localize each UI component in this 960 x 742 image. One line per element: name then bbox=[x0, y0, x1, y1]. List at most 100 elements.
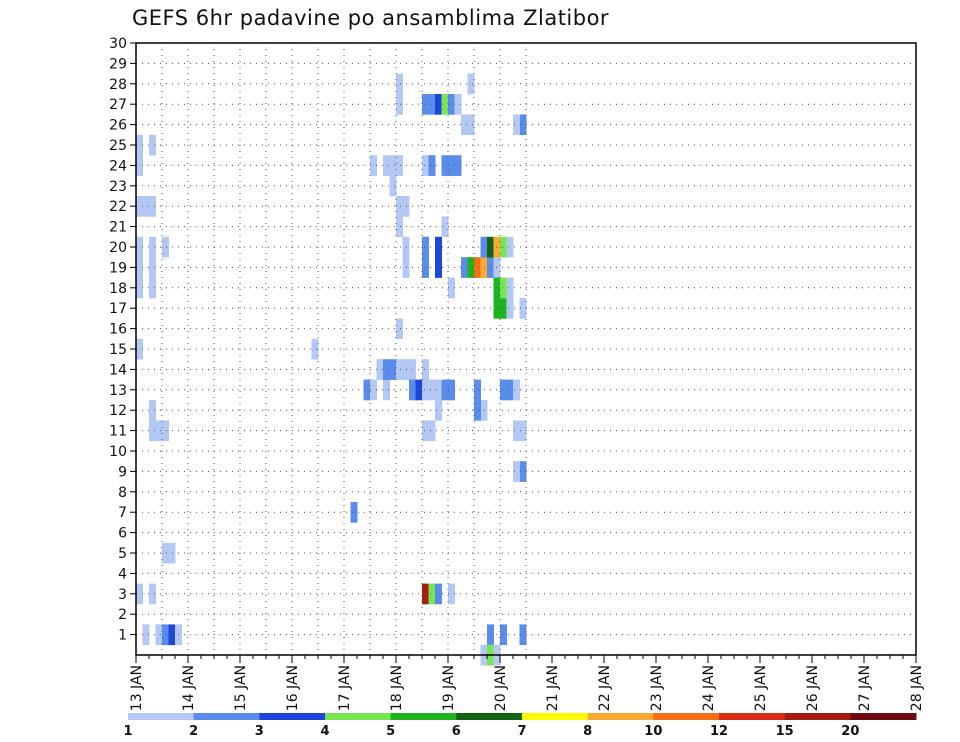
colorbar-label: 10 bbox=[644, 724, 662, 739]
y-tick-label: 7 bbox=[118, 505, 127, 521]
heatmap-cell bbox=[142, 624, 150, 646]
y-tick-label: 22 bbox=[109, 199, 127, 215]
heatmap-cell bbox=[383, 379, 390, 401]
x-tick-label: 16 JAN bbox=[285, 665, 301, 711]
heatmap-cell bbox=[448, 277, 455, 299]
heatmap-cell bbox=[396, 94, 403, 115]
heatmap-cell bbox=[136, 257, 143, 278]
heatmap-cell bbox=[149, 196, 156, 217]
heatmap-cell bbox=[441, 155, 449, 176]
y-tick-label: 14 bbox=[109, 362, 127, 378]
heatmap-cell bbox=[448, 155, 455, 176]
heatmap-cell bbox=[389, 175, 397, 197]
heatmap-cell bbox=[435, 583, 442, 605]
colorbar-label: 7 bbox=[517, 724, 526, 739]
heatmap-cell bbox=[422, 379, 429, 401]
heatmap-cell bbox=[136, 277, 143, 299]
heatmap-cell bbox=[396, 216, 403, 238]
heatmap-cell bbox=[370, 379, 377, 401]
heatmap-cell bbox=[500, 624, 507, 646]
heatmap-cell bbox=[467, 114, 475, 136]
y-tick-label: 1 bbox=[118, 628, 127, 644]
x-tick-label: 19 JAN bbox=[441, 665, 457, 711]
y-tick-label: 19 bbox=[109, 260, 127, 276]
colorbar-swatch bbox=[456, 713, 523, 720]
heatmap-cell bbox=[454, 94, 462, 115]
x-tick-label: 14 JAN bbox=[181, 665, 197, 711]
colorbar-swatch bbox=[784, 713, 851, 720]
heatmap-cell bbox=[155, 624, 163, 646]
heatmap-cell bbox=[422, 583, 429, 605]
gridlines bbox=[136, 43, 916, 655]
colorbar-swatch bbox=[719, 713, 786, 720]
heatmap-cell bbox=[149, 134, 156, 156]
heatmap-cell bbox=[155, 420, 163, 442]
x-tick-label: 26 JAN bbox=[805, 665, 821, 711]
heatmap-cell bbox=[422, 236, 429, 258]
heatmap-cell bbox=[350, 502, 358, 523]
y-tick-label: 26 bbox=[109, 118, 127, 134]
colorbar-swatch bbox=[193, 713, 260, 720]
heatmap-cell bbox=[519, 114, 527, 136]
y-tick-label: 17 bbox=[109, 301, 127, 317]
y-tick-label: 23 bbox=[109, 179, 127, 195]
heatmap-cell bbox=[428, 420, 436, 442]
x-tick-label: 22 JAN bbox=[597, 665, 613, 711]
heatmap-cell bbox=[513, 114, 520, 136]
y-tick-label: 28 bbox=[109, 77, 127, 93]
y-tick-label: 15 bbox=[109, 342, 127, 358]
heatmap-cell bbox=[422, 94, 429, 115]
y-tick-label: 3 bbox=[118, 587, 127, 603]
y-tick-label: 10 bbox=[109, 444, 127, 460]
heatmap-cell bbox=[474, 257, 481, 278]
heatmap-cell bbox=[383, 155, 390, 176]
heatmap-cell bbox=[461, 114, 468, 136]
x-tick-label: 17 JAN bbox=[337, 665, 353, 711]
colorbar-label: 2 bbox=[189, 724, 198, 739]
x-tick-label: 21 JAN bbox=[545, 665, 561, 711]
heatmap-cell bbox=[448, 583, 455, 605]
heatmap-cell bbox=[513, 420, 520, 442]
colorbar-label: 8 bbox=[583, 724, 592, 739]
heatmap-cell bbox=[428, 94, 436, 115]
y-tick-label: 13 bbox=[109, 383, 127, 399]
y-tick-label: 25 bbox=[109, 138, 127, 154]
y-tick-label: 24 bbox=[109, 158, 127, 174]
colorbar-label: 5 bbox=[386, 724, 395, 739]
heatmap-cell bbox=[500, 277, 507, 299]
heatmap-cell bbox=[519, 298, 527, 319]
colorbar-swatch bbox=[390, 713, 457, 720]
heatmap-cell bbox=[136, 236, 143, 258]
heatmap-cell bbox=[142, 196, 150, 217]
heatmap-cell bbox=[500, 298, 507, 319]
heatmap-cell bbox=[422, 359, 429, 380]
x-tick-label: 28 JAN bbox=[909, 665, 925, 711]
heatmap-cell bbox=[383, 359, 390, 380]
colorbar-label: 15 bbox=[776, 724, 794, 739]
heatmap-cell bbox=[311, 338, 319, 360]
heatmap-cell bbox=[513, 379, 520, 401]
heatmap-cell bbox=[396, 73, 403, 95]
heatmap-cell bbox=[376, 359, 384, 380]
heatmap-cell bbox=[396, 318, 403, 340]
x-tick-label: 24 JAN bbox=[701, 665, 717, 711]
x-tick-label: 20 JAN bbox=[493, 665, 509, 711]
heatmap-cell bbox=[474, 379, 481, 401]
colorbar-swatch bbox=[587, 713, 654, 720]
x-tick-label: 23 JAN bbox=[649, 665, 665, 711]
y-tick-label: 8 bbox=[118, 485, 127, 501]
heatmap-cell bbox=[422, 155, 429, 176]
x-tick-label: 25 JAN bbox=[753, 665, 769, 711]
heatmap-cell bbox=[435, 379, 442, 401]
colorbar-swatch bbox=[522, 713, 589, 720]
y-tick-label: 9 bbox=[118, 464, 127, 480]
heatmap-cell bbox=[162, 624, 169, 646]
heatmap-cell bbox=[389, 155, 397, 176]
heatmap-cell bbox=[435, 236, 442, 258]
heatmap-cell bbox=[389, 359, 397, 380]
chart-title: GEFS 6hr padavine po ansamblima Zlatibor bbox=[132, 6, 610, 30]
heatmap-cell bbox=[519, 420, 527, 442]
y-tick-label: 30 bbox=[109, 36, 127, 52]
heatmap-cell bbox=[435, 400, 442, 421]
